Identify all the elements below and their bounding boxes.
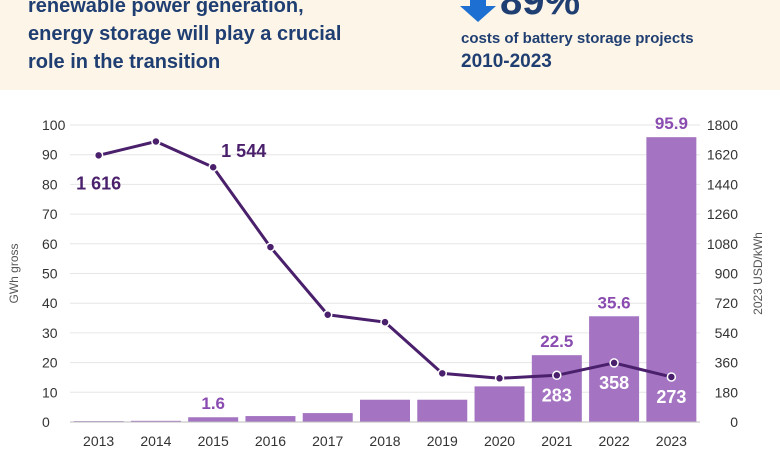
cost-point [666,372,677,382]
cost-line [98,140,672,380]
bar-data-label: 22.5 [540,332,573,351]
bar [302,413,353,422]
y2-tick-label: 540 [715,325,739,341]
y-tick-label: 80 [42,176,58,192]
y-tick-label: 0 [42,414,50,430]
x-tick-label: 2014 [140,433,171,449]
y2-tick-label: 1620 [707,147,738,163]
header-banner: renewable power generation, energy stora… [0,0,780,90]
y2-tick-label: 180 [715,384,739,400]
y2-tick-label: 1440 [707,176,738,192]
cost-point [552,370,562,381]
y-tick-label: 60 [42,236,58,252]
y2-tick-label: 720 [715,295,739,311]
cost-point [380,317,390,327]
bar [474,386,525,422]
y2-axis-label: 2023 USD/kWh [751,232,765,315]
stat-caption: costs of battery storage projects [461,30,694,47]
x-tick-label: 2017 [312,433,343,449]
y2-tick-label: 1260 [707,206,738,222]
down-arrow-icon [460,0,496,22]
bar [245,416,296,422]
y2-tick-label: 1080 [707,236,738,252]
bar-data-label: 95.9 [655,114,688,133]
cost-point [151,136,161,147]
header-title-line-3: role in the transition [28,51,221,73]
y-tick-label: 100 [42,117,66,133]
y2-tick-label: 1800 [707,117,738,133]
y-tick-label: 50 [42,266,58,282]
y-tick-label: 90 [42,147,58,163]
line-data-label: 283 [542,385,572,405]
bar [130,420,181,422]
x-tick-label: 2018 [369,433,400,449]
cost-point [322,310,333,320]
bar-data-label: 35.6 [598,293,631,312]
x-tick-label: 2020 [484,433,515,449]
x-tick-label: 2016 [255,433,286,449]
x-tick-label: 2021 [541,433,572,449]
cost-point [437,368,448,379]
y-axis-label: GWh gross [7,243,21,303]
header-title-line-2: energy storage will play a crucial [28,23,342,45]
bar [589,316,640,422]
cost-point [265,242,276,252]
stat-value: 89% [500,0,581,23]
line-data-label: 1 616 [76,173,121,193]
y-tick-label: 30 [42,325,58,341]
y-tick-label: 70 [42,206,58,222]
cost-point [93,150,104,161]
bar [360,399,410,422]
x-tick-label: 2022 [599,433,630,449]
bar [188,417,239,422]
x-tick-label: 2013 [83,433,114,449]
x-tick-label: 2019 [427,433,458,449]
x-tick-label: 2015 [198,433,229,449]
y-tick-label: 10 [42,384,58,400]
cost-point [609,358,619,368]
y-tick-label: 20 [42,355,58,371]
cost-point [208,162,218,172]
line-data-label: 1 544 [221,141,266,161]
header-title-line-1: renewable power generation, [28,0,304,17]
bar [531,355,582,422]
y-tick-label: 40 [42,295,58,311]
y2-tick-label: 900 [715,266,739,282]
stat-period: 2010-2023 [461,51,552,72]
line-data-label: 358 [599,373,629,393]
x-tick-label: 2023 [656,433,687,449]
bar-data-label: 1.6 [201,394,225,413]
storage-chart: 0 0 10 180 20 360 30 540 40 720 50 900 60 1080 70 1260 8… [7,114,765,449]
cost-point [494,373,505,384]
y2-tick-label: 360 [715,355,739,371]
bar [417,399,468,422]
header-title: renewable power generation, energy stora… [28,0,388,76]
y2-tick-label: 0 [730,414,738,430]
line-data-label: 273 [656,387,686,407]
